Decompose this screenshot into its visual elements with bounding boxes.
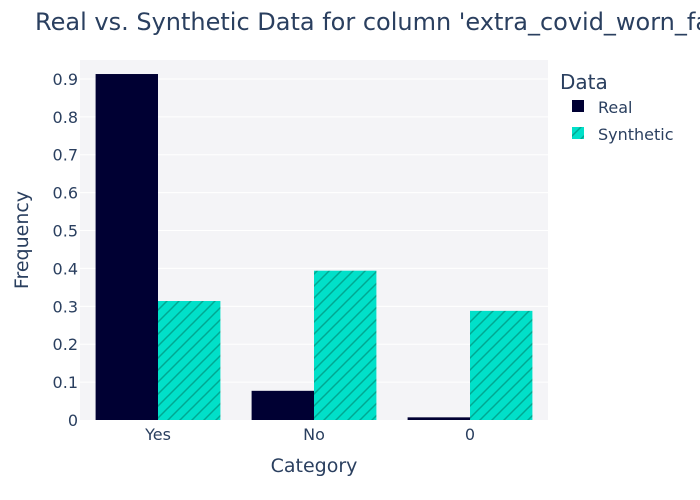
x-tick-label: No	[303, 425, 325, 444]
y-tick-label: 0.8	[53, 108, 78, 127]
x-tick-label: Yes	[144, 425, 171, 444]
legend-swatch-synthetic	[572, 127, 584, 139]
y-tick-labels: 0 0.1 0.2 0.3 0.4 0.5 0.6 0.7 0.8 0.9	[53, 70, 78, 430]
y-axis-title: Frequency	[11, 191, 33, 289]
y-tick-label: 0.2	[53, 335, 78, 354]
legend-label-real[interactable]: Real	[598, 98, 633, 117]
y-tick-label: 0.9	[53, 70, 78, 89]
x-tick-label: 0	[465, 425, 475, 444]
bar-real-0[interactable]	[407, 417, 470, 420]
bar-real-yes[interactable]	[95, 74, 158, 420]
bar-synthetic-0[interactable]	[470, 310, 533, 420]
chart-title: Real vs. Synthetic Data for column 'extr…	[35, 8, 700, 36]
y-tick-label: 0.6	[53, 184, 78, 203]
legend-label-synthetic[interactable]: Synthetic	[598, 125, 674, 144]
y-tick-label: 0.1	[53, 373, 78, 392]
bar-synthetic-no[interactable]	[314, 270, 377, 420]
y-tick-label: 0.7	[53, 146, 78, 165]
y-tick-label: 0.3	[53, 297, 78, 316]
legend-swatch-real	[572, 100, 584, 112]
bar-synthetic-yes[interactable]	[158, 301, 221, 420]
bar-real-no[interactable]	[251, 390, 314, 420]
legend-title: Data	[560, 70, 608, 94]
bars	[95, 74, 533, 420]
y-tick-label: 0.5	[53, 222, 78, 241]
x-tick-labels: Yes No 0	[144, 425, 475, 444]
legend[interactable]: Data Real Synthetic	[560, 70, 674, 144]
y-tick-label: 0	[68, 411, 78, 430]
x-axis-title: Category	[271, 455, 358, 477]
y-tick-label: 0.4	[53, 259, 78, 278]
